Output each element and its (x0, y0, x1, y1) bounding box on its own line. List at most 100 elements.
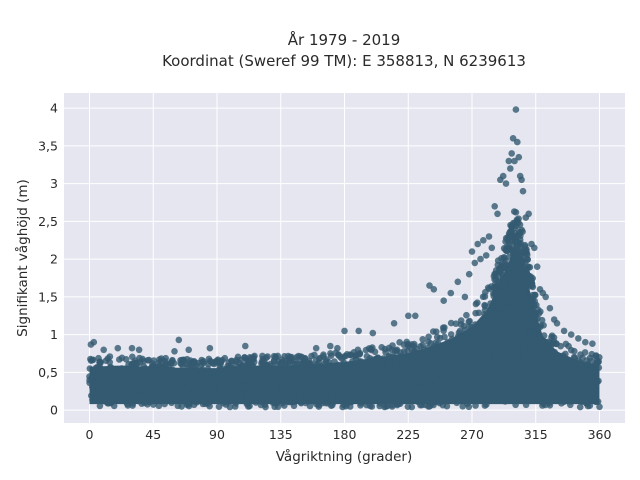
data-point (529, 317, 537, 324)
data-point (576, 390, 583, 398)
y-tick-label: 0,5 (38, 365, 58, 380)
data-point (458, 334, 466, 341)
data-point (509, 397, 517, 405)
data-point (516, 288, 524, 296)
data-point (374, 389, 381, 397)
data-point (198, 370, 206, 377)
data-point (465, 379, 473, 387)
data-point (124, 402, 132, 409)
data-point (102, 357, 110, 365)
data-point (379, 383, 387, 390)
x-tick-label: 315 (524, 427, 548, 442)
data-point (391, 347, 399, 354)
data-point (314, 371, 322, 379)
data-point (528, 353, 536, 361)
data-point (100, 397, 108, 405)
data-point (455, 355, 462, 363)
data-point (440, 327, 447, 335)
data-point (359, 380, 366, 388)
y-tick-label: 0 (50, 403, 58, 418)
data-point (317, 397, 324, 404)
data-point (558, 378, 565, 386)
data-point (274, 395, 281, 403)
data-point (150, 365, 158, 373)
data-points (86, 106, 603, 411)
data-point (231, 403, 239, 410)
data-point (204, 390, 211, 397)
data-point (414, 398, 422, 406)
data-point (237, 391, 244, 399)
data-point (246, 402, 253, 410)
data-point (520, 324, 527, 332)
data-point (564, 374, 571, 381)
data-point (549, 393, 556, 400)
data-point (469, 336, 477, 344)
data-point (366, 402, 374, 410)
data-point (385, 362, 393, 369)
data-point (427, 360, 435, 367)
data-point (298, 353, 306, 361)
x-tick-label: 0 (86, 427, 94, 442)
data-point (575, 335, 582, 342)
data-point (410, 355, 418, 363)
data-point (564, 366, 572, 374)
data-point (290, 402, 298, 410)
data-point (544, 358, 552, 366)
x-axis-label: Vågriktning (grader) (276, 448, 413, 465)
data-point (231, 388, 238, 396)
data-point (90, 338, 98, 346)
data-point (550, 375, 558, 383)
data-point (496, 311, 504, 319)
chart-subtitle: Koordinat (Sweref 99 TM): E 358813, N 62… (162, 52, 526, 70)
data-point (582, 338, 589, 346)
data-point (224, 366, 232, 374)
data-point (595, 358, 602, 366)
data-point (421, 364, 429, 372)
data-point (407, 376, 414, 384)
data-point (130, 382, 138, 390)
data-point (107, 398, 115, 406)
data-point (522, 282, 530, 290)
data-point (425, 333, 432, 341)
data-point (425, 403, 432, 410)
data-point (378, 356, 386, 364)
data-point (186, 393, 193, 400)
data-point (494, 210, 501, 218)
data-point (465, 403, 473, 411)
data-point (306, 402, 314, 410)
data-point (335, 352, 342, 359)
data-point (472, 309, 479, 317)
data-point (150, 401, 157, 408)
data-point (244, 375, 252, 382)
data-point (506, 312, 514, 319)
data-point (341, 327, 348, 335)
data-point (314, 380, 321, 387)
data-point (229, 397, 236, 405)
data-point (407, 370, 415, 377)
data-point (419, 336, 427, 343)
data-point (476, 391, 484, 398)
data-point (334, 344, 341, 352)
data-point (583, 367, 591, 374)
data-point (242, 369, 249, 377)
data-point (376, 400, 384, 407)
data-point (434, 379, 442, 386)
data-point (101, 367, 108, 374)
data-point (424, 344, 432, 352)
data-point (188, 382, 196, 390)
data-point (433, 333, 441, 341)
data-point (354, 346, 362, 354)
data-point (363, 353, 371, 360)
data-point (460, 368, 467, 375)
data-point (500, 281, 507, 289)
data-point (125, 361, 132, 368)
data-point (436, 399, 444, 407)
data-point (400, 394, 408, 402)
data-point (500, 253, 508, 261)
data-point (396, 387, 404, 394)
data-point (491, 391, 498, 399)
data-point (308, 382, 316, 390)
data-point (323, 377, 331, 384)
data-point (542, 293, 549, 301)
data-point (468, 323, 475, 331)
